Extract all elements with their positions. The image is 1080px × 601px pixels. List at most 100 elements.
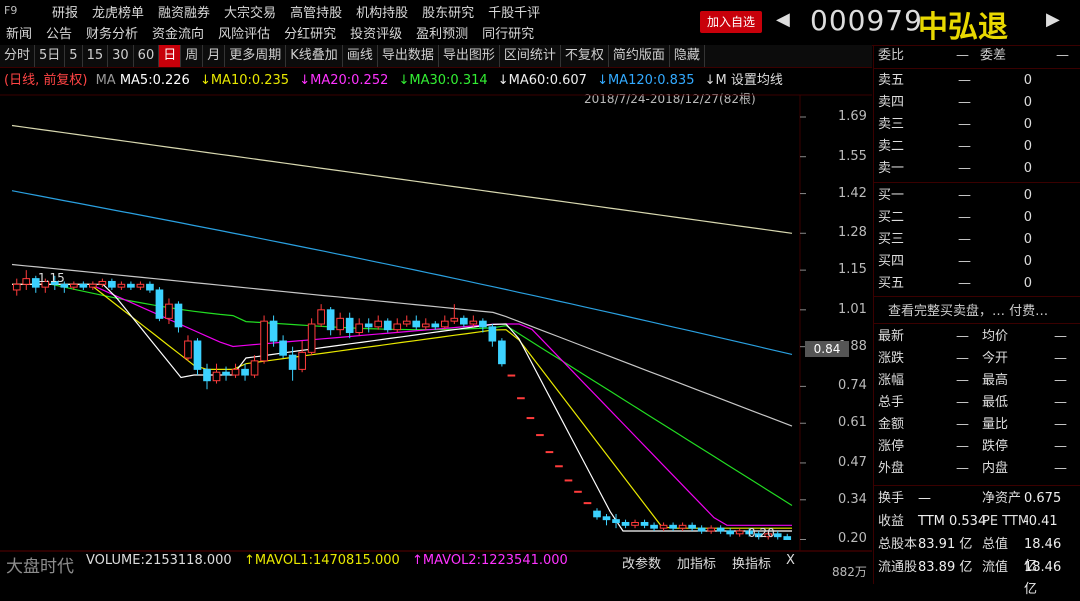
nav-link[interactable]: 财务分析	[86, 27, 139, 42]
switch-indicator-button[interactable]: 换指标	[732, 557, 772, 572]
nav-link[interactable]: 研报	[52, 6, 79, 21]
nav-link[interactable]: 新闻	[6, 27, 33, 42]
row-volume: 0	[1023, 161, 1032, 176]
candle-body	[345, 317, 354, 334]
weibi-cell: —	[1056, 48, 1069, 63]
nav-link[interactable]: 分红研究	[284, 27, 337, 42]
toolbar-item[interactable]: 5日	[35, 45, 66, 67]
row-label: 买三	[878, 232, 905, 247]
toolbar-item[interactable]: 更多周期	[225, 45, 287, 67]
ma5-line	[12, 283, 792, 532]
stat-cell: 涨幅	[878, 373, 905, 388]
fundamental-cell: 总股本	[878, 537, 918, 552]
ma120-value: ↓MA120:0.835	[597, 73, 695, 88]
toolbar-item[interactable]: 导出数据	[378, 45, 439, 67]
nav-link[interactable]: 投资评级	[350, 27, 403, 42]
candle-body	[98, 280, 107, 285]
toolbar-item[interactable]: K线叠加	[286, 45, 343, 67]
y-axis-label: 1.28	[838, 225, 867, 241]
prev-stock-icon[interactable]: ◀	[776, 9, 790, 30]
candle-body	[212, 371, 221, 382]
nav-link[interactable]: 资金流向	[152, 27, 205, 42]
nav-link[interactable]: 风险评估	[218, 27, 271, 42]
candle-body	[146, 283, 154, 291]
candle-body	[507, 374, 516, 377]
nav-link[interactable]: 融资融券	[158, 6, 211, 21]
toolbar-item[interactable]: 30	[108, 45, 134, 67]
candle-body	[60, 283, 69, 288]
toolbar-item[interactable]: 60	[134, 45, 160, 67]
ma10-value: ↓MA10:0.235	[199, 73, 290, 88]
ma250-line	[11, 124, 793, 234]
row-label: 卖三	[878, 117, 905, 132]
candle-body	[498, 340, 506, 365]
ma5-value: MA5:0.226	[119, 73, 190, 88]
add-watchlist-button[interactable]: 加入自选	[700, 11, 762, 33]
candle-body	[231, 368, 240, 376]
candle-body	[155, 289, 164, 319]
ma30-value: ↓MA30:0.314	[398, 73, 488, 88]
stat-cell: —	[956, 329, 969, 344]
nav-link[interactable]: 股东研究	[422, 6, 475, 21]
stat-cell: 涨跌	[878, 351, 905, 366]
toolbar-item[interactable]: 不复权	[561, 45, 609, 67]
candle-body	[631, 521, 639, 526]
candle-body	[383, 320, 392, 331]
fundamental-cell: 流通股	[878, 560, 918, 575]
stat-cell: 跌停	[982, 439, 1009, 454]
quote-stat-row: 最新 — 均价 —	[878, 326, 1076, 348]
candle-body	[70, 283, 78, 288]
stat-cell: —	[1054, 373, 1067, 388]
candle-body	[317, 309, 325, 325]
edit-params-button[interactable]: 改参数	[622, 557, 662, 572]
toolbar-item[interactable]: 导出图形	[439, 45, 500, 67]
candle-body	[621, 521, 630, 526]
candle-body	[545, 451, 554, 454]
nav-link[interactable]: 龙虎榜单	[92, 6, 145, 21]
toolbar-item[interactable]: 日	[159, 45, 182, 67]
candle-body	[12, 283, 21, 291]
nav-link[interactable]: 同行研究	[482, 27, 535, 42]
close-indicator-button[interactable]: X	[786, 553, 795, 568]
nav-link[interactable]: 公告	[46, 27, 73, 42]
toolbar-item[interactable]: 周	[181, 45, 204, 67]
low-price-label: 0.20	[748, 526, 775, 540]
separator	[874, 296, 1080, 297]
nav-link[interactable]: 盈利预测	[416, 27, 469, 42]
kline-chart[interactable]	[0, 0, 872, 584]
row-volume: 0	[1023, 73, 1032, 88]
toolbar-item[interactable]: 5	[65, 45, 83, 67]
nav-link[interactable]: 千股千评	[488, 6, 541, 21]
add-indicator-button[interactable]: 加指标	[677, 557, 717, 572]
toolbar-item[interactable]: 区间统计	[500, 45, 561, 67]
nav-link[interactable]: 高管持股	[290, 6, 343, 21]
nav-row-2: 新闻 公告 财务分析 资金流向 风险评估 分红研究 投资评级 盈利预测 同行研究	[6, 23, 548, 42]
candle-body	[203, 368, 211, 382]
candle-body	[269, 320, 278, 342]
full-orderbook-link[interactable]: 查看完整买卖盘，… 付费…	[888, 304, 1049, 319]
stat-cell: —	[956, 351, 969, 366]
y-axis-label: 0.20	[838, 531, 867, 547]
candle-body	[659, 524, 668, 529]
candle-body	[136, 283, 145, 288]
ma60-line	[11, 263, 793, 427]
nav-link[interactable]: 机构持股	[356, 6, 409, 21]
ma-prefix: (日线, 前复权)	[4, 73, 88, 88]
toolbar-item[interactable]: 月	[203, 45, 226, 67]
fundamental-cell: -0.41	[1024, 514, 1058, 529]
toolbar-item[interactable]: 分时	[0, 45, 36, 67]
candle-body	[336, 317, 344, 331]
toolbar-item[interactable]: 隐藏	[670, 45, 705, 67]
ma-setting-button[interactable]: ↓M 设置均线	[704, 73, 783, 88]
candle-body	[279, 340, 287, 356]
toolbar-item[interactable]: 画线	[343, 45, 378, 67]
candle-body	[716, 527, 725, 532]
nav-link[interactable]: 大宗交易	[224, 6, 277, 21]
quote-panel: 委比 — 委差 — 卖五 —0 卖四 —0 卖三 —0 卖二 —0 卖一 —0 买一 —0 买二 —0 买三 —0 买四…	[873, 45, 1080, 597]
toolbar-item[interactable]: 15	[83, 45, 109, 67]
candle-body	[440, 320, 449, 328]
toolbar-item[interactable]: 简约版面	[609, 45, 670, 67]
next-stock-icon[interactable]: ▶	[1046, 9, 1060, 30]
row-price: —	[958, 117, 971, 132]
ma20-value: ↓MA20:0.252	[299, 73, 389, 88]
